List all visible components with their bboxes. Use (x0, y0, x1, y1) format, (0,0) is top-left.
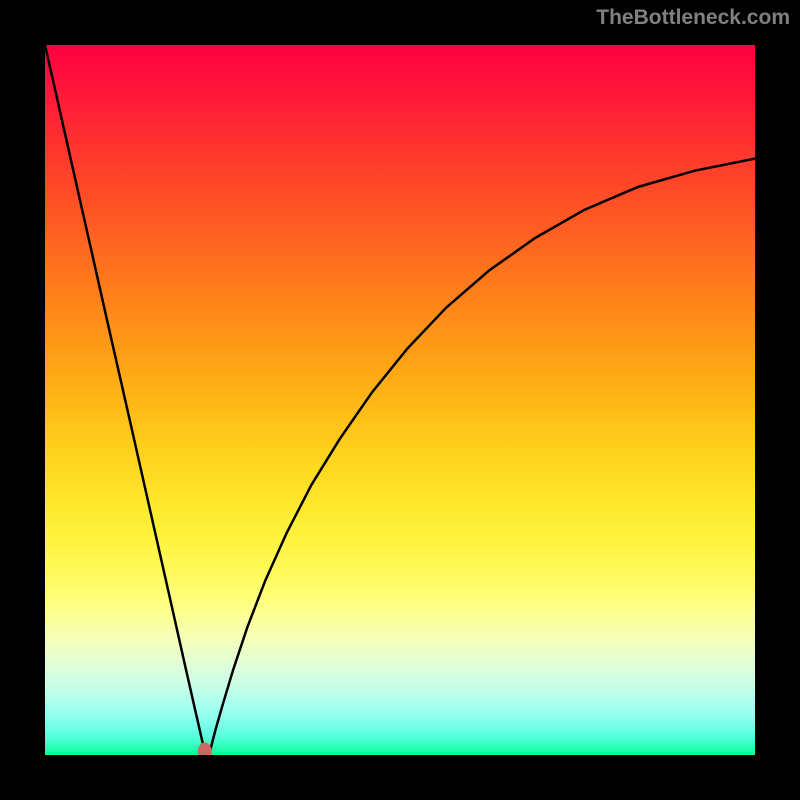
frame-left (0, 0, 45, 800)
bottleneck-chart (45, 45, 755, 755)
watermark-text: TheBottleneck.com (596, 6, 790, 30)
frame-right (755, 0, 800, 800)
chart-svg (45, 45, 755, 755)
gradient-background (45, 45, 755, 755)
frame-bottom (0, 755, 800, 800)
